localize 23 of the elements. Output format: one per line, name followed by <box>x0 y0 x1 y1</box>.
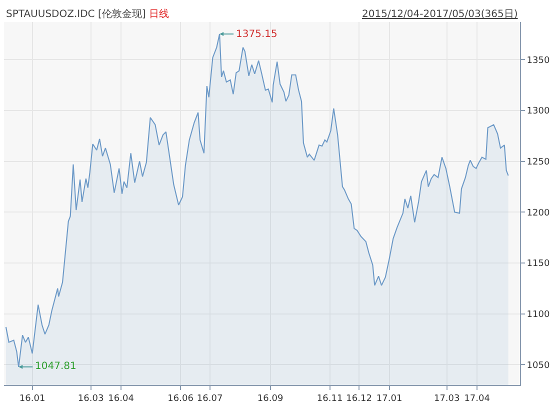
x-tick-label: 16.11 <box>316 394 343 404</box>
y-tick-label: 1300 <box>526 106 550 117</box>
x-tick-label: 17.04 <box>464 394 490 404</box>
x-tick-label: 16.07 <box>196 394 223 404</box>
y-tick-label: 1050 <box>526 360 550 371</box>
chart-subtitle: 日线 <box>148 8 169 20</box>
x-tick-label: 16.03 <box>78 394 104 404</box>
text: 2015/12/04-2017/05/03(365日) <box>362 9 518 20</box>
x-tick-label: 16.06 <box>168 394 194 404</box>
x-tick-label: 17.01 <box>376 394 402 404</box>
y-tick-label: 1100 <box>526 310 550 320</box>
annotation: 1047.81 <box>35 361 76 372</box>
y-tick-label: 1200 <box>526 208 550 218</box>
y-tick-label: 1250 <box>526 157 550 168</box>
x-tick-label: 16.04 <box>108 394 134 404</box>
y-tick-label: 1350 <box>526 56 550 66</box>
x-tick-label: 16.12 <box>346 394 372 404</box>
x-tick-label: 16.01 <box>19 394 46 404</box>
annotation: 1375.15 <box>236 29 278 40</box>
chart-title: SPTAUUSDOZ.IDC [伦敦金现] <box>6 9 146 20</box>
y-tick-label: 1150 <box>526 259 550 270</box>
x-tick-label: 16.09 <box>257 394 284 404</box>
x-tick-label: 17.03 <box>434 394 460 404</box>
